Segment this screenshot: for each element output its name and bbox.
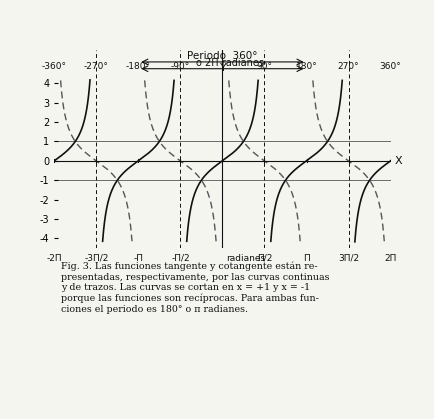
Text: Π/2: Π/2 — [257, 254, 272, 263]
Text: Y: Y — [220, 62, 227, 72]
Text: -Π: -Π — [133, 254, 143, 263]
Text: 360°: 360° — [380, 62, 401, 71]
Text: 2Π: 2Π — [385, 254, 397, 263]
Text: -2Π: -2Π — [46, 254, 62, 263]
Text: o 2Π radianes: o 2Π radianes — [197, 58, 264, 68]
Text: -90°: -90° — [171, 62, 190, 71]
Text: Fig. 3. Las funciones tangente y cotangente están re-
presentadas, respectivamen: Fig. 3. Las funciones tangente y cotange… — [61, 262, 329, 313]
Text: 180°: 180° — [296, 62, 317, 71]
Text: -180°: -180° — [126, 62, 151, 71]
Text: X: X — [395, 156, 402, 166]
Text: 90°: 90° — [256, 62, 273, 71]
Text: 3Π/2: 3Π/2 — [338, 254, 359, 263]
Text: -3Π/2: -3Π/2 — [84, 254, 108, 263]
Text: -Π/2: -Π/2 — [171, 254, 190, 263]
Text: Periodo  360°: Periodo 360° — [187, 51, 258, 61]
Text: -270°: -270° — [84, 62, 109, 71]
Text: radianes: radianes — [227, 254, 266, 263]
Text: -360°: -360° — [42, 62, 67, 71]
Text: Π: Π — [303, 254, 310, 263]
Text: 270°: 270° — [338, 62, 359, 71]
